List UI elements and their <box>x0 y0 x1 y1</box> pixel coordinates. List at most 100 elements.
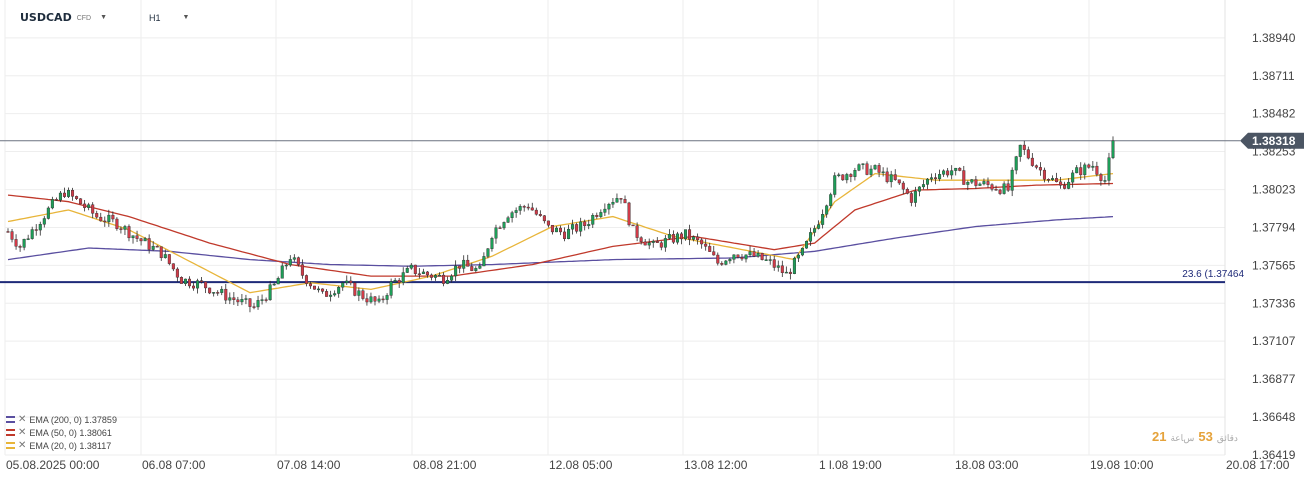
candle-body <box>921 184 925 188</box>
candle <box>280 262 284 279</box>
candle-body <box>345 280 349 284</box>
candle-body <box>292 257 296 260</box>
candle-body <box>849 174 853 177</box>
candle-body <box>405 268 409 273</box>
time-axis[interactable]: 05.08.2025 00:00 06.08 07:00 07.08 14:00 08… <box>6 458 1290 472</box>
candle-body <box>671 234 675 243</box>
candle <box>365 293 369 306</box>
candle <box>433 274 437 281</box>
candle <box>684 229 688 241</box>
countdown-minutes-label: ﺩﻗﺎﺋﻖ <box>1216 433 1238 443</box>
candle-body <box>659 242 663 248</box>
candle-body <box>373 296 377 302</box>
candle <box>579 217 583 237</box>
candle-body <box>546 220 550 226</box>
candle-body <box>684 229 688 240</box>
symbol-dropdown-icon[interactable]: ▼ <box>100 14 108 21</box>
candle <box>946 167 950 178</box>
price-axis[interactable]: 1.389401.387111.384821.383181.382531.380… <box>1252 31 1296 462</box>
candle <box>1087 163 1091 169</box>
settings-icon[interactable] <box>6 416 15 423</box>
legend-item-ema-20[interactable]: ✕ EMA (20, 0) 1.38117 <box>6 439 117 452</box>
candle <box>889 170 893 188</box>
candle-body <box>220 288 224 293</box>
candle-body <box>171 263 175 270</box>
candle-body <box>71 190 75 197</box>
close-icon[interactable]: ✕ <box>18 414 27 425</box>
candle-body <box>579 221 583 232</box>
settings-icon[interactable] <box>6 429 15 436</box>
candle <box>212 292 216 297</box>
candle-body <box>865 163 869 175</box>
candle-body <box>421 271 425 274</box>
candle <box>187 276 191 289</box>
candle-body <box>917 186 921 192</box>
candle-body <box>248 298 252 307</box>
candle-body <box>87 204 91 208</box>
candle-body <box>377 298 381 302</box>
countdown-minutes: 53 <box>1198 429 1213 444</box>
candle <box>1075 165 1079 174</box>
candle <box>897 179 901 186</box>
close-icon[interactable]: ✕ <box>18 440 27 451</box>
candle <box>1103 175 1107 185</box>
ema-line-200 <box>7 215 1114 267</box>
candle <box>538 210 542 217</box>
candle <box>1099 172 1103 186</box>
timeframe-dropdown-icon[interactable]: ▼ <box>182 14 190 21</box>
candle <box>312 285 316 290</box>
candle <box>260 294 264 305</box>
candle-body <box>244 298 248 300</box>
candle-body <box>1022 144 1026 150</box>
candle-body <box>526 206 530 209</box>
candle <box>663 235 667 252</box>
candle-body <box>1063 185 1067 189</box>
candle-body <box>679 233 683 240</box>
candle-body <box>393 279 397 282</box>
candle <box>393 277 397 283</box>
timeframe-selector[interactable]: H1 <box>149 12 161 23</box>
legend-item-ema-50[interactable]: ✕ EMA (50, 0) 1.38061 <box>6 426 117 439</box>
candle-body <box>115 218 119 229</box>
candle <box>913 186 917 207</box>
candle <box>607 202 611 215</box>
candle <box>994 185 998 191</box>
candle-body <box>123 226 127 230</box>
candle-body <box>591 215 595 225</box>
current-price-label: 1.38318 <box>1240 132 1304 149</box>
candle <box>530 202 534 211</box>
candle <box>276 276 280 285</box>
candle-body <box>79 198 83 205</box>
candle <box>292 254 296 262</box>
candle <box>119 226 123 234</box>
candle-body <box>1042 169 1046 180</box>
candle-body <box>252 306 256 308</box>
symbol-name[interactable]: USDCAD <box>20 11 72 24</box>
legend-item-ema-200[interactable]: ✕ EMA (200, 0) 1.37859 <box>6 413 117 426</box>
candle <box>127 224 131 242</box>
candle <box>514 207 518 218</box>
candle <box>264 297 268 303</box>
candle <box>837 172 841 178</box>
candle <box>861 163 865 170</box>
candle-body <box>212 292 216 294</box>
candle <box>563 227 567 242</box>
candle-body <box>667 234 671 239</box>
candle-body <box>563 231 567 239</box>
candle <box>805 240 809 249</box>
candle <box>603 203 607 216</box>
candle-body <box>22 238 26 248</box>
candle-body <box>675 233 679 243</box>
settings-icon[interactable] <box>6 442 15 449</box>
candle-body <box>381 298 385 301</box>
candle-body <box>337 287 341 294</box>
candle-body <box>1055 178 1059 183</box>
candle <box>377 295 381 304</box>
candle <box>216 290 220 296</box>
candle <box>458 265 462 274</box>
candle <box>204 281 208 294</box>
candle <box>938 169 942 182</box>
candle-body <box>542 215 546 222</box>
close-icon[interactable]: ✕ <box>18 427 27 438</box>
